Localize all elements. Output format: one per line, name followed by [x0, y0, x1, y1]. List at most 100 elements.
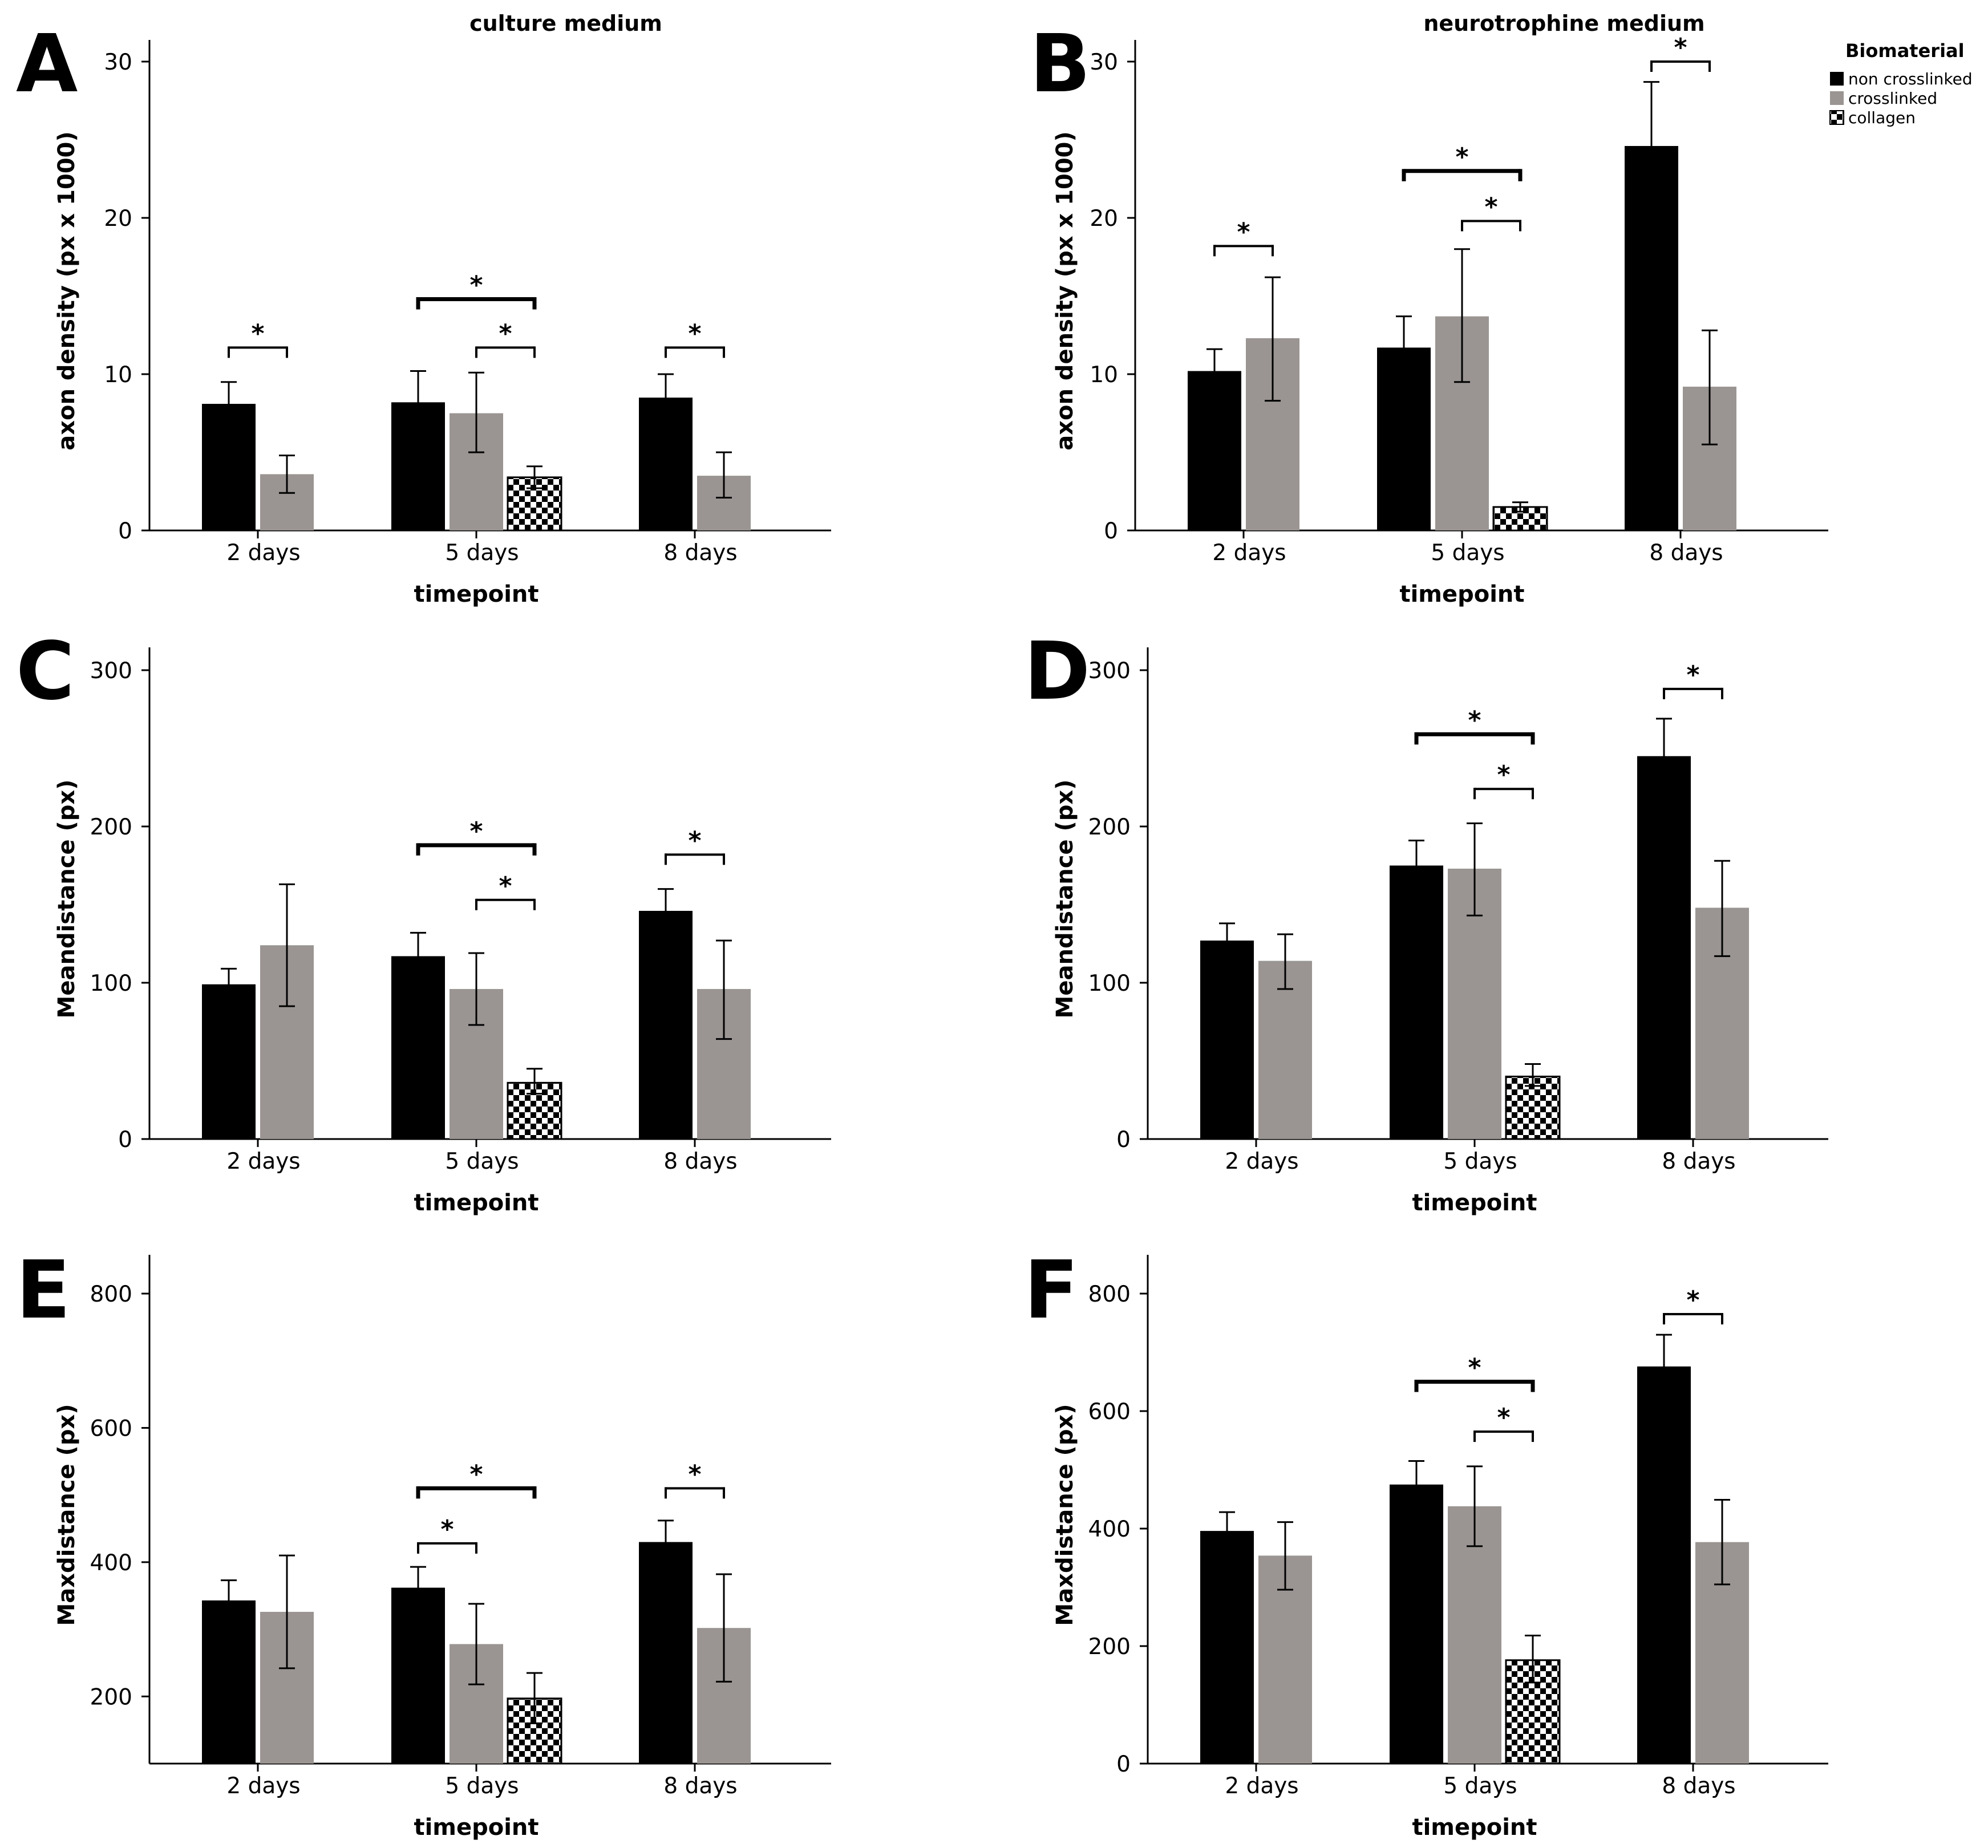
y-tick-label: 20 — [1090, 206, 1118, 232]
y-tick-label: 800 — [1088, 1282, 1131, 1307]
y-tick-label: 100 — [1088, 971, 1131, 996]
y-axis-title: Meandistance (px) — [1052, 780, 1078, 1019]
bar-crosslinked — [1258, 961, 1312, 1139]
x-tick-label: 8 days — [663, 540, 737, 566]
panel-c: C 0 100 200 300 Meandistance (px) 2 days 5 days… — [16, 625, 831, 1216]
x-tick-label: 2 days — [226, 1773, 300, 1799]
x-tick-label: 8 days — [663, 1773, 737, 1799]
x-tick-label: 5 days — [445, 1149, 519, 1174]
y-tick-label: 600 — [1088, 1399, 1131, 1425]
bar-non-crosslinked — [1390, 865, 1443, 1139]
y-axis-title: axon density (px x 1000) — [54, 131, 80, 451]
legend-swatch-collagen — [1829, 110, 1844, 125]
significance-star: * — [1497, 1403, 1510, 1432]
y-axis-title: axon density (px x 1000) — [1052, 131, 1078, 451]
x-tick-label: 2 days — [1212, 540, 1286, 566]
significance-star: * — [1468, 706, 1481, 735]
x-axis-title: timepoint — [414, 581, 538, 607]
y-tick-label: 30 — [1090, 50, 1118, 75]
x-tick-label: 5 days — [1443, 1773, 1517, 1799]
y-tick-label: 800 — [90, 1282, 132, 1307]
panel-letter: D — [1024, 625, 1090, 718]
bar-collagen — [507, 476, 562, 532]
x-tick-label: 8 days — [1662, 1773, 1735, 1799]
x-tick-label: 5 days — [1443, 1149, 1517, 1174]
significance-star: * — [1455, 143, 1468, 172]
x-tick-label: 5 days — [445, 1773, 519, 1799]
bar-non-crosslinked — [639, 1542, 693, 1764]
y-axis-title: Maxdistance (px) — [54, 1404, 80, 1626]
x-tick-label: 2 days — [226, 1149, 300, 1174]
panel-e: E 200 400 600 800 Maxdistance (px) 2 days 5 day… — [16, 1244, 831, 1841]
y-tick-label: 30 — [104, 50, 132, 75]
bar-non-crosslinked — [391, 1587, 445, 1764]
x-tick-label: 8 days — [663, 1149, 737, 1174]
panel-f: F 0 200 400 600 800 Maxdistance (px) 2 days 5 da… — [1024, 1244, 1828, 1841]
bar-non-crosslinked — [1200, 941, 1254, 1139]
legend-label-collagen: collagen — [1848, 108, 1916, 127]
significance-star: * — [1686, 660, 1699, 690]
legend-label-non-crosslinked: non crosslinked — [1848, 70, 1973, 88]
significance-star: * — [688, 1460, 701, 1489]
legend-label-crosslinked: crosslinked — [1848, 89, 1937, 108]
legend-item-crosslinked: crosslinked — [1830, 89, 1937, 108]
x-tick-label: 5 days — [445, 540, 519, 566]
panel-letter: E — [16, 1244, 71, 1337]
y-tick-label: 0 — [1116, 1752, 1131, 1777]
bar-crosslinked — [1448, 1506, 1501, 1764]
panel-title: neurotrophine medium — [1423, 11, 1704, 36]
x-tick-label: 2 days — [1225, 1149, 1298, 1174]
y-tick-label: 300 — [1088, 658, 1131, 684]
y-axis-title: Meandistance (px) — [54, 780, 80, 1019]
y-tick-label: 600 — [90, 1416, 132, 1441]
significance-star: * — [1468, 1353, 1481, 1383]
significance-star: * — [1674, 33, 1687, 62]
y-tick-label: 200 — [1088, 1634, 1131, 1660]
significance-star: * — [251, 319, 264, 348]
significance-star: * — [469, 817, 483, 846]
x-axis-title: timepoint — [1399, 581, 1524, 607]
bar-non-crosslinked — [639, 398, 693, 530]
y-tick-label: 400 — [90, 1550, 132, 1576]
bar-non-crosslinked — [1390, 1484, 1443, 1764]
bar-non-crosslinked — [1637, 1366, 1691, 1764]
bar-non-crosslinked — [1188, 371, 1241, 530]
bar-non-crosslinked — [1637, 756, 1691, 1139]
y-tick-label: 0 — [1104, 518, 1118, 544]
y-tick-label: 0 — [1116, 1127, 1131, 1153]
x-tick-label: 8 days — [1662, 1149, 1735, 1174]
y-tick-label: 300 — [90, 658, 132, 684]
legend-item-non-crosslinked: non crosslinked — [1830, 70, 1973, 88]
bar-collagen — [1492, 506, 1548, 532]
y-tick-label: 10 — [1090, 362, 1118, 388]
y-tick-label: 20 — [104, 206, 132, 232]
significance-star: * — [1686, 1286, 1699, 1315]
significance-star: * — [688, 319, 701, 348]
bar-non-crosslinked — [639, 910, 693, 1139]
significance-star: * — [469, 270, 483, 299]
bar-non-crosslinked — [202, 1600, 256, 1764]
significance-star: * — [440, 1515, 454, 1544]
bar-non-crosslinked — [391, 956, 445, 1139]
significance-star: * — [499, 319, 512, 348]
x-tick-label: 8 days — [1649, 540, 1723, 566]
x-axis-title: timepoint — [1412, 1190, 1537, 1216]
significance-star: * — [1497, 760, 1510, 789]
significance-star: * — [1484, 192, 1497, 221]
significance-star: * — [499, 872, 512, 901]
y-tick-label: 10 — [104, 362, 132, 388]
x-tick-label: 5 days — [1431, 540, 1504, 566]
x-axis-title: timepoint — [1412, 1814, 1537, 1841]
panel-title: culture medium — [469, 11, 662, 36]
panel-letter: B — [1030, 18, 1091, 111]
y-tick-label: 0 — [118, 518, 132, 544]
y-tick-label: 200 — [90, 1684, 132, 1710]
legend-swatch-crosslinked — [1830, 91, 1844, 105]
y-tick-label: 200 — [1088, 814, 1131, 840]
panel-letter: A — [16, 18, 78, 111]
x-tick-label: 2 days — [226, 540, 300, 566]
